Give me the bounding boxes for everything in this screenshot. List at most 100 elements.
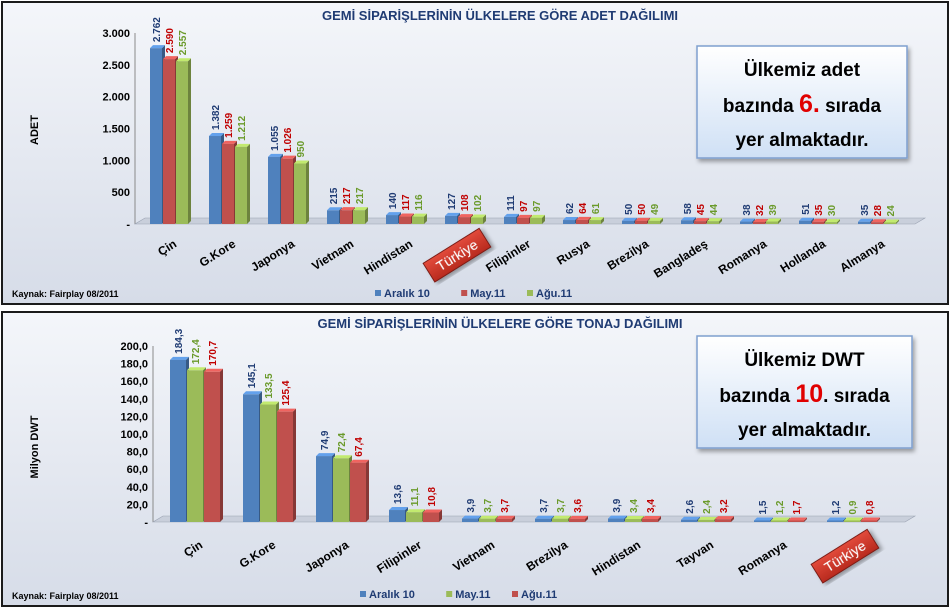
data-label: 32 [755, 204, 766, 216]
source-note: Kaynak: Fairplay 08/2011 [12, 591, 119, 601]
data-label: 1.026 [283, 127, 294, 152]
bar-top [589, 217, 604, 221]
callout-text: sırada [820, 96, 882, 117]
bar-top [608, 515, 627, 519]
bar-top [681, 516, 700, 520]
y-tick-label: 180,0 [120, 359, 148, 371]
bar [884, 222, 896, 224]
bar-top [350, 459, 369, 463]
bar-side [896, 219, 899, 224]
chart-panel-1: GEMİ SİPARİŞLERİNİN ÜLKELERE GÖRE ADET D… [1, 1, 949, 305]
bar [163, 59, 175, 224]
data-label: 0,9 [848, 500, 859, 514]
callout-rank: 10 [795, 380, 823, 408]
y-axis-label: ADET [29, 115, 41, 145]
data-label: 116 [414, 194, 425, 211]
bar-side [542, 214, 545, 224]
data-label: 950 [296, 140, 307, 157]
bar [698, 519, 714, 522]
bar [642, 519, 658, 522]
bar-top [412, 213, 427, 217]
bar [333, 458, 349, 522]
bar-top [771, 517, 790, 521]
data-label: 24 [886, 205, 897, 217]
y-tick-label: 200,0 [120, 341, 148, 353]
bar-side [719, 218, 722, 224]
y-tick-label: - [126, 219, 130, 231]
bar-top [635, 217, 650, 221]
bar [479, 518, 495, 522]
bar [406, 512, 422, 522]
callout-box [696, 45, 908, 159]
bar-top [681, 217, 696, 221]
bar-side [439, 509, 442, 522]
bar-top [576, 216, 591, 220]
bar [204, 371, 220, 522]
bar-top [353, 207, 368, 211]
bar [825, 222, 837, 224]
bar [235, 146, 247, 224]
bar [871, 222, 883, 224]
callout-line-3: yer almaktadır. [738, 420, 871, 441]
data-label: 44 [709, 204, 720, 216]
bar [423, 512, 439, 522]
bar [187, 370, 203, 522]
data-label: 3,6 [573, 498, 584, 512]
chart-title: GEMİ SİPARİŞLERİNİN ÜLKELERE GÖRE TONAJ … [318, 316, 683, 331]
bar-top [445, 212, 460, 216]
bar-top [552, 515, 571, 519]
bar [389, 510, 405, 522]
bar-top [799, 217, 814, 221]
bar-top [268, 153, 283, 157]
y-tick-label: - [144, 517, 148, 529]
y-tick-label: 3.000 [102, 28, 130, 40]
data-label: 1.212 [237, 115, 248, 140]
legend-label: May.11 [455, 589, 490, 601]
bar [812, 221, 824, 224]
data-label: 11,1 [410, 487, 421, 506]
data-label: 2.762 [152, 17, 163, 42]
bar [471, 217, 483, 224]
bar-top [458, 214, 473, 218]
bar-top [754, 517, 773, 521]
legend-swatch [461, 290, 468, 296]
data-label: 217 [342, 187, 353, 204]
callout-line-1: Ülkemiz DWT [744, 350, 865, 371]
bar [799, 220, 811, 224]
data-label: 1.055 [270, 125, 281, 150]
y-tick-label: 100,0 [120, 429, 148, 441]
bar [294, 163, 306, 224]
data-label: 217 [355, 187, 366, 204]
bar-side [787, 517, 790, 522]
data-label: 97 [519, 200, 530, 212]
bar [353, 210, 365, 224]
bar [844, 520, 860, 522]
bar [268, 156, 280, 224]
data-label: 111 [506, 195, 517, 211]
bar-top [496, 515, 515, 519]
y-tick-label: 2.500 [102, 60, 130, 72]
bar [399, 216, 411, 224]
y-tick-label: 40,0 [127, 482, 148, 494]
data-label: 1.259 [224, 112, 235, 137]
bar-top [333, 455, 352, 459]
bar-side [883, 219, 886, 224]
bar-side [877, 517, 880, 522]
bar [694, 221, 706, 224]
bar [340, 210, 352, 224]
data-label: 28 [873, 205, 884, 217]
data-label: 2,6 [685, 499, 696, 513]
bar [589, 220, 601, 224]
bar [243, 394, 259, 522]
bar [753, 221, 765, 224]
bar [150, 48, 162, 225]
bar [740, 221, 752, 224]
data-label: 62 [565, 202, 576, 214]
data-label: 3,9 [466, 498, 477, 512]
data-label: 35 [860, 204, 871, 216]
data-label: 97 [532, 200, 543, 212]
bar-top [222, 140, 237, 144]
bar-side [306, 160, 309, 224]
data-label: 0,8 [865, 500, 876, 514]
